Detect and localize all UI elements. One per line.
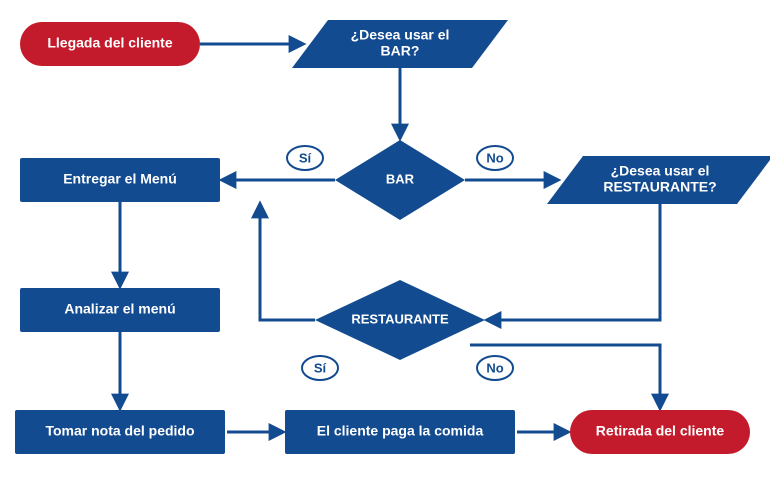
edge bbox=[260, 204, 315, 320]
edges-layer bbox=[120, 44, 660, 432]
node-label: Analizar el menú bbox=[64, 301, 175, 317]
svg-text:Sí: Sí bbox=[314, 360, 327, 375]
node-label: Llegada del cliente bbox=[47, 35, 172, 51]
node-label: El cliente paga la comida bbox=[317, 423, 484, 439]
node-label: Retirada del cliente bbox=[596, 423, 725, 439]
edge-label: Sí bbox=[302, 356, 338, 380]
node-label: RESTAURANTE bbox=[351, 311, 449, 326]
node-label: BAR? bbox=[381, 43, 420, 59]
node-label: Entregar el Menú bbox=[63, 171, 177, 187]
node-label: BAR bbox=[386, 171, 415, 186]
node-label: ¿Desea usar el bbox=[611, 163, 710, 179]
nodes-layer: Llegada del cliente¿Desea usar elBAR?BAR… bbox=[15, 20, 770, 454]
edge-label: Sí bbox=[287, 146, 323, 170]
node-label: ¿Desea usar el bbox=[351, 27, 450, 43]
svg-text:Sí: Sí bbox=[299, 150, 312, 165]
edge bbox=[487, 204, 660, 320]
edge-label: No bbox=[477, 146, 513, 170]
edge-label: No bbox=[477, 356, 513, 380]
svg-text:No: No bbox=[486, 150, 503, 165]
svg-text:No: No bbox=[486, 360, 503, 375]
flowchart-canvas: Llegada del cliente¿Desea usar elBAR?BAR… bbox=[0, 0, 770, 500]
node-label: Tomar nota del pedido bbox=[45, 423, 194, 439]
node-label: RESTAURANTE? bbox=[603, 179, 716, 195]
